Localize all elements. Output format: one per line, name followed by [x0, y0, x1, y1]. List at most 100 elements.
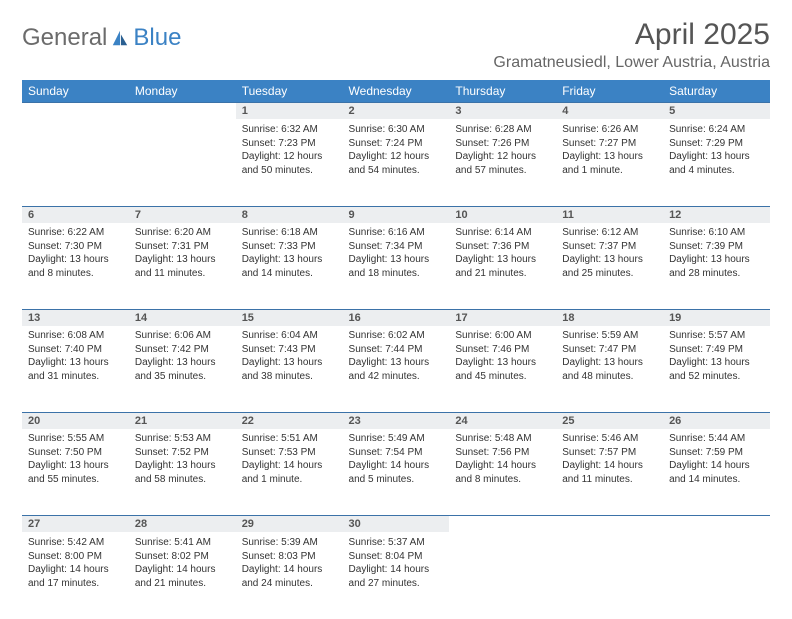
daylight-text: Daylight: 13 hours and 28 minutes. — [669, 253, 764, 280]
day-number: 9 — [343, 206, 450, 223]
daylight-text: Daylight: 13 hours and 52 minutes. — [669, 356, 764, 383]
sunset-text: Sunset: 7:23 PM — [242, 137, 337, 151]
day-cell: Sunrise: 5:49 AMSunset: 7:54 PMDaylight:… — [343, 429, 450, 515]
daynum-cell: 22 — [236, 412, 343, 429]
day-number: 23 — [343, 412, 450, 429]
day-cell: Sunrise: 6:08 AMSunset: 7:40 PMDaylight:… — [22, 326, 129, 412]
day-cell: Sunrise: 5:44 AMSunset: 7:59 PMDaylight:… — [663, 429, 770, 515]
sunrise-text: Sunrise: 6:24 AM — [669, 123, 764, 137]
logo-sail-icon — [111, 29, 129, 47]
day-cell-body: Sunrise: 6:08 AMSunset: 7:40 PMDaylight:… — [22, 326, 129, 389]
daynum-cell: 14 — [129, 309, 236, 326]
day-number: 1 — [236, 102, 343, 119]
day-cell: Sunrise: 6:24 AMSunset: 7:29 PMDaylight:… — [663, 120, 770, 206]
sunset-text: Sunset: 7:52 PM — [135, 446, 230, 460]
day-header-row: SundayMondayTuesdayWednesdayThursdayFrid… — [22, 80, 770, 102]
sunset-text: Sunset: 7:40 PM — [28, 343, 123, 357]
daylight-text: Daylight: 13 hours and 4 minutes. — [669, 150, 764, 177]
sunset-text: Sunset: 7:44 PM — [349, 343, 444, 357]
sunset-text: Sunset: 7:39 PM — [669, 240, 764, 254]
day-cell-body: Sunrise: 6:18 AMSunset: 7:33 PMDaylight:… — [236, 223, 343, 286]
sunrise-text: Sunrise: 6:08 AM — [28, 329, 123, 343]
sunset-text: Sunset: 7:27 PM — [562, 137, 657, 151]
day-number: 26 — [663, 412, 770, 429]
logo-text-blue: Blue — [133, 27, 181, 49]
daynum-cell: 7 — [129, 206, 236, 223]
day-number: 14 — [129, 309, 236, 326]
daylight-text: Daylight: 13 hours and 58 minutes. — [135, 459, 230, 486]
day-cell-body: Sunrise: 6:30 AMSunset: 7:24 PMDaylight:… — [343, 120, 450, 183]
sunset-text: Sunset: 7:26 PM — [455, 137, 550, 151]
day-cell: Sunrise: 5:59 AMSunset: 7:47 PMDaylight:… — [556, 326, 663, 412]
day-header: Monday — [129, 80, 236, 102]
daynum-cell: 28 — [129, 515, 236, 533]
day-cell: Sunrise: 6:16 AMSunset: 7:34 PMDaylight:… — [343, 223, 450, 309]
sunrise-text: Sunrise: 6:00 AM — [455, 329, 550, 343]
day-header: Wednesday — [343, 80, 450, 102]
empty-daynum-cell — [129, 102, 236, 120]
day-cell-body: Sunrise: 6:28 AMSunset: 7:26 PMDaylight:… — [449, 120, 556, 183]
daynum-cell: 5 — [663, 102, 770, 120]
daynum-cell: 10 — [449, 206, 556, 223]
title-block: April 2025 Gramatneusiedl, Lower Austria… — [493, 18, 770, 72]
daynum-cell: 3 — [449, 102, 556, 120]
day-cell-body: Sunrise: 6:32 AMSunset: 7:23 PMDaylight:… — [236, 120, 343, 183]
day-cell: Sunrise: 5:42 AMSunset: 8:00 PMDaylight:… — [22, 533, 129, 619]
day-cell-body: Sunrise: 5:41 AMSunset: 8:02 PMDaylight:… — [129, 533, 236, 596]
day-cell-body: Sunrise: 5:51 AMSunset: 7:53 PMDaylight:… — [236, 429, 343, 492]
day-number: 18 — [556, 309, 663, 326]
daylight-text: Daylight: 13 hours and 35 minutes. — [135, 356, 230, 383]
sunrise-text: Sunrise: 5:49 AM — [349, 432, 444, 446]
daynum-cell: 9 — [343, 206, 450, 223]
daynum-cell: 24 — [449, 412, 556, 429]
day-number: 12 — [663, 206, 770, 223]
daylight-text: Daylight: 13 hours and 11 minutes. — [135, 253, 230, 280]
daynum-cell: 21 — [129, 412, 236, 429]
day-number: 10 — [449, 206, 556, 223]
sunrise-text: Sunrise: 5:48 AM — [455, 432, 550, 446]
day-cell-body: Sunrise: 6:22 AMSunset: 7:30 PMDaylight:… — [22, 223, 129, 286]
empty-daynum-cell — [663, 515, 770, 533]
week-daynum-row: 12345 — [22, 102, 770, 120]
day-cell: Sunrise: 6:30 AMSunset: 7:24 PMDaylight:… — [343, 120, 450, 206]
month-title: April 2025 — [493, 18, 770, 52]
day-cell-body: Sunrise: 5:57 AMSunset: 7:49 PMDaylight:… — [663, 326, 770, 389]
day-number: 24 — [449, 412, 556, 429]
daylight-text: Daylight: 13 hours and 21 minutes. — [455, 253, 550, 280]
day-number: 22 — [236, 412, 343, 429]
sunset-text: Sunset: 7:54 PM — [349, 446, 444, 460]
sunset-text: Sunset: 7:59 PM — [669, 446, 764, 460]
sunrise-text: Sunrise: 5:37 AM — [349, 536, 444, 550]
daylight-text: Daylight: 14 hours and 5 minutes. — [349, 459, 444, 486]
daynum-cell: 23 — [343, 412, 450, 429]
daylight-text: Daylight: 14 hours and 24 minutes. — [242, 563, 337, 590]
daynum-cell: 27 — [22, 515, 129, 533]
day-cell: Sunrise: 6:14 AMSunset: 7:36 PMDaylight:… — [449, 223, 556, 309]
empty-daynum-cell — [449, 515, 556, 533]
sunrise-text: Sunrise: 5:57 AM — [669, 329, 764, 343]
sunrise-text: Sunrise: 6:30 AM — [349, 123, 444, 137]
day-header: Sunday — [22, 80, 129, 102]
sunrise-text: Sunrise: 5:53 AM — [135, 432, 230, 446]
sunset-text: Sunset: 7:31 PM — [135, 240, 230, 254]
daynum-cell: 2 — [343, 102, 450, 120]
day-cell-body: Sunrise: 5:48 AMSunset: 7:56 PMDaylight:… — [449, 429, 556, 492]
day-cell: Sunrise: 6:18 AMSunset: 7:33 PMDaylight:… — [236, 223, 343, 309]
sunrise-text: Sunrise: 5:41 AM — [135, 536, 230, 550]
day-cell: Sunrise: 6:32 AMSunset: 7:23 PMDaylight:… — [236, 120, 343, 206]
sunrise-text: Sunrise: 5:51 AM — [242, 432, 337, 446]
sunrise-text: Sunrise: 5:59 AM — [562, 329, 657, 343]
daylight-text: Daylight: 12 hours and 50 minutes. — [242, 150, 337, 177]
day-cell-body: Sunrise: 6:06 AMSunset: 7:42 PMDaylight:… — [129, 326, 236, 389]
empty-day-cell — [129, 120, 236, 206]
daylight-text: Daylight: 13 hours and 18 minutes. — [349, 253, 444, 280]
sunrise-text: Sunrise: 6:18 AM — [242, 226, 337, 240]
day-cell: Sunrise: 5:51 AMSunset: 7:53 PMDaylight:… — [236, 429, 343, 515]
week-daynum-row: 6789101112 — [22, 206, 770, 223]
daynum-cell: 12 — [663, 206, 770, 223]
empty-day-cell — [449, 533, 556, 619]
sunset-text: Sunset: 7:43 PM — [242, 343, 337, 357]
day-number: 15 — [236, 309, 343, 326]
sunset-text: Sunset: 7:24 PM — [349, 137, 444, 151]
empty-daynum — [22, 102, 129, 120]
